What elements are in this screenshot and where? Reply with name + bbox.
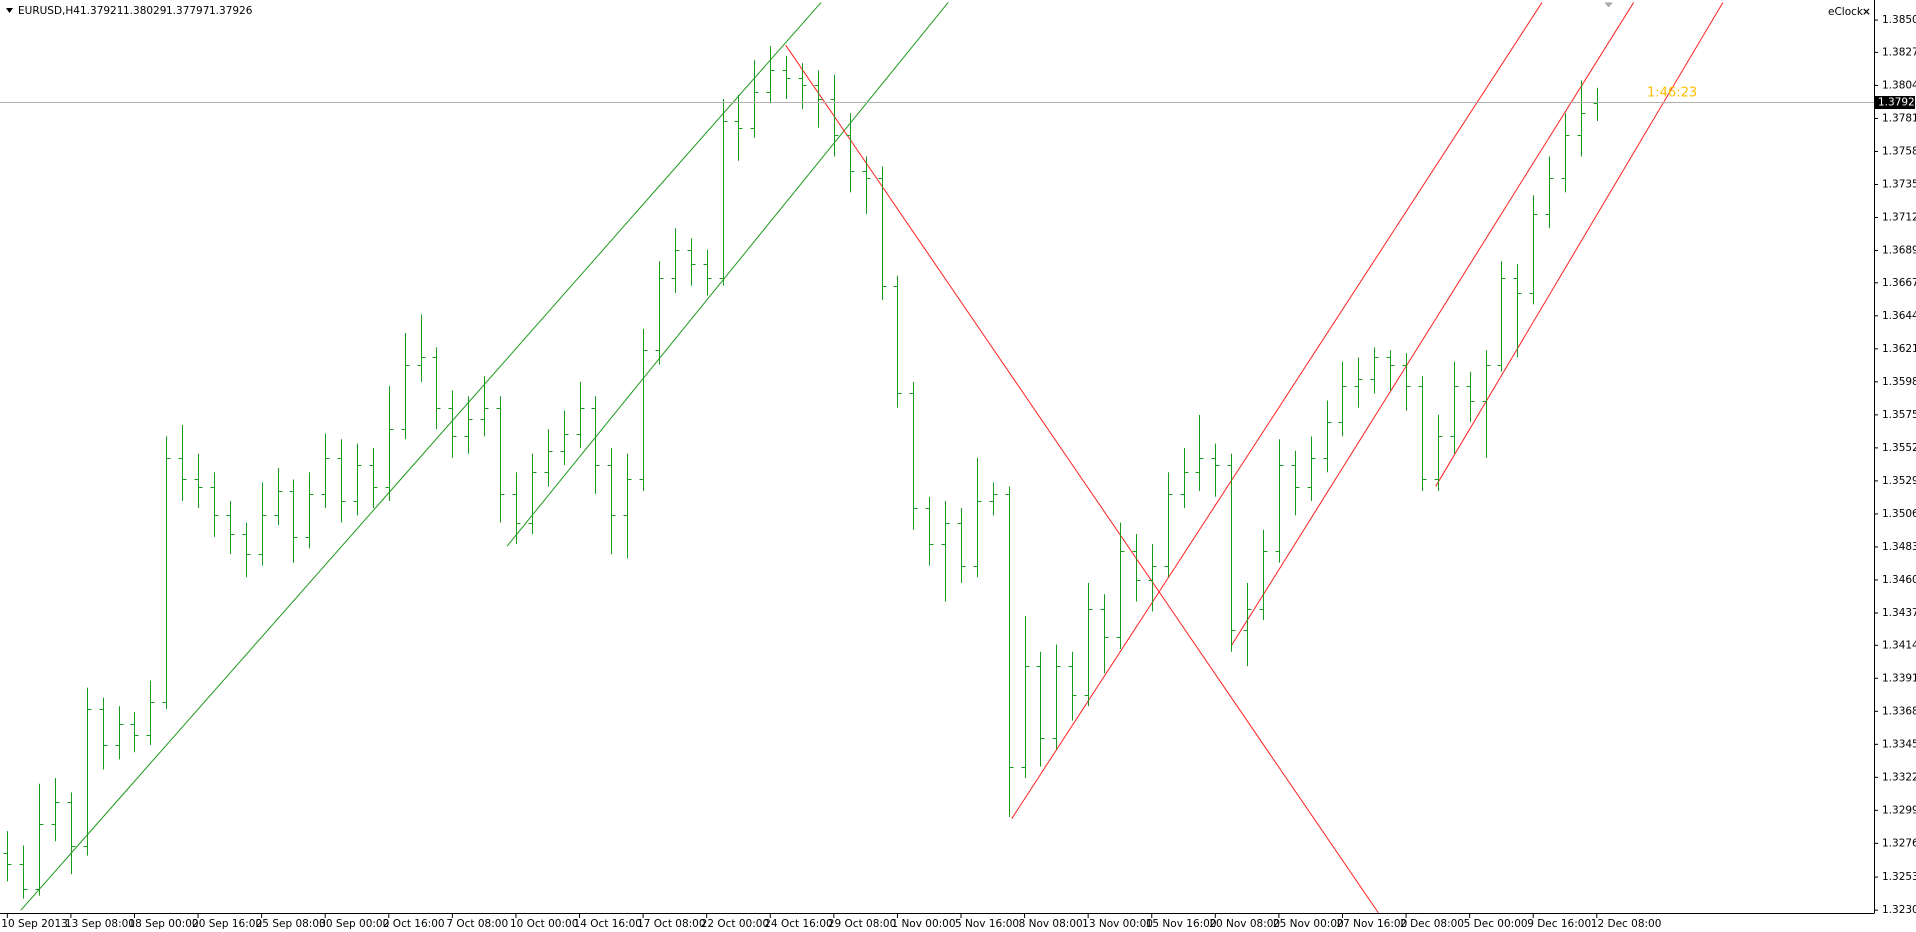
- x-tick-label: 10 Sep 2013: [1, 918, 68, 930]
- trendline: [1232, 2, 1634, 645]
- y-tick-label: 1.34830: [1882, 541, 1916, 553]
- y-tick-label: 1.32765: [1882, 837, 1916, 849]
- x-tick-label: 20 Nov 08:00: [1209, 918, 1280, 930]
- trendline: [507, 2, 948, 546]
- x-tick-label: 2 Dec 08:00: [1400, 918, 1464, 930]
- y-tick-label: 1.35060: [1882, 508, 1916, 520]
- y-tick-label: 1.32530: [1882, 871, 1916, 883]
- y-tick-label: 1.32300: [1882, 904, 1916, 916]
- header-value: 1.37921: [80, 5, 123, 17]
- header-value: 1.37797: [166, 5, 209, 17]
- header-value: 1.38029: [123, 5, 166, 17]
- x-tick-label: 5 Nov 16:00: [955, 918, 1019, 930]
- x-tick-label: 2 Oct 16:00: [383, 918, 445, 930]
- y-tick-label: 1.38045: [1882, 79, 1916, 91]
- y-tick-label: 1.33225: [1882, 771, 1916, 783]
- header-value: 1.37926: [209, 5, 253, 17]
- y-tick-label: 1.35290: [1882, 475, 1916, 487]
- x-tick-label: 22 Oct 00:00: [701, 918, 769, 930]
- menu-arrow[interactable]: [6, 8, 13, 13]
- y-tick-label: 1.34145: [1882, 639, 1916, 651]
- y-tick-label: 1.35980: [1882, 376, 1916, 388]
- x-tick-label: 15 Nov 16:00: [1146, 918, 1217, 930]
- y-tick-label: 1.33685: [1882, 705, 1916, 717]
- x-tick-label: 8 Nov 08:00: [1019, 918, 1083, 930]
- x-tick-label: 10 Oct 00:00: [510, 918, 578, 930]
- x-tick-label: 12 Dec 08:00: [1591, 918, 1662, 930]
- bid-label: 1.37926: [1878, 96, 1916, 108]
- trendline: [786, 45, 1379, 913]
- bid-label-box: [1875, 95, 1915, 109]
- y-tick-label: 1.36210: [1882, 343, 1916, 355]
- y-tick-label: 1.36440: [1882, 310, 1916, 322]
- x-tick-label: 17 Oct 08:00: [637, 918, 705, 930]
- y-tick-label: 1.33455: [1882, 738, 1916, 750]
- x-tick-label: 13 Nov 00:00: [1082, 918, 1153, 930]
- x-tick-label: 25 Sep 08:00: [256, 918, 326, 930]
- x-tick-label: 24 Oct 16:00: [764, 918, 832, 930]
- x-tick-label: 29 Oct 08:00: [828, 918, 896, 930]
- y-tick-label: 1.36895: [1882, 245, 1916, 257]
- symbol: EURUSD,H4: [18, 5, 80, 17]
- x-tick-label: 30 Sep 00:00: [319, 918, 389, 930]
- bars: [3, 45, 1602, 899]
- x-tick-label: 18 Sep 00:00: [128, 918, 198, 930]
- x-tick-label: 7 Oct 08:00: [446, 918, 508, 930]
- x-tick-label: 13 Sep 08:00: [65, 918, 135, 930]
- close-button[interactable]: ×: [1862, 6, 1871, 18]
- shift-marker: [1604, 2, 1613, 8]
- y-tick-label: 1.37125: [1882, 211, 1916, 223]
- x-tick-label: 5 Dec 00:00: [1464, 918, 1528, 930]
- x-tick-label: 20 Sep 16:00: [192, 918, 262, 930]
- x-tick-label: 9 Dec 16:00: [1527, 918, 1591, 930]
- y-tick-label: 1.35520: [1882, 442, 1916, 454]
- y-tick-label: 1.36670: [1882, 277, 1916, 289]
- y-tick-label: 1.33915: [1882, 672, 1916, 684]
- x-tick-label: 14 Oct 16:00: [574, 918, 642, 930]
- y-tick-label: 1.38275: [1882, 46, 1916, 58]
- x-tick-label: 27 Nov 16:00: [1336, 918, 1407, 930]
- trendline: [1012, 2, 1542, 818]
- y-tick-label: 1.37585: [1882, 145, 1916, 157]
- y-tick-label: 1.37355: [1882, 178, 1916, 190]
- y-tick-label: 1.35750: [1882, 409, 1916, 421]
- indicator-name: eClock: [1828, 6, 1864, 18]
- trendline: [21, 2, 821, 910]
- countdown: 1:46:23: [1647, 86, 1697, 101]
- trendline: [1436, 2, 1723, 486]
- y-tick-label: 1.32995: [1882, 804, 1916, 816]
- y-tick-label: 1.34370: [1882, 607, 1916, 619]
- x-tick-label: 1 Nov 00:00: [891, 918, 955, 930]
- trendlines: [21, 2, 1723, 912]
- y-tick-label: 1.34600: [1882, 574, 1916, 586]
- y-tick-label: 1.37815: [1882, 112, 1916, 124]
- x-tick-label: 25 Nov 00:00: [1273, 918, 1344, 930]
- y-tick-label: 1.38500: [1882, 14, 1916, 26]
